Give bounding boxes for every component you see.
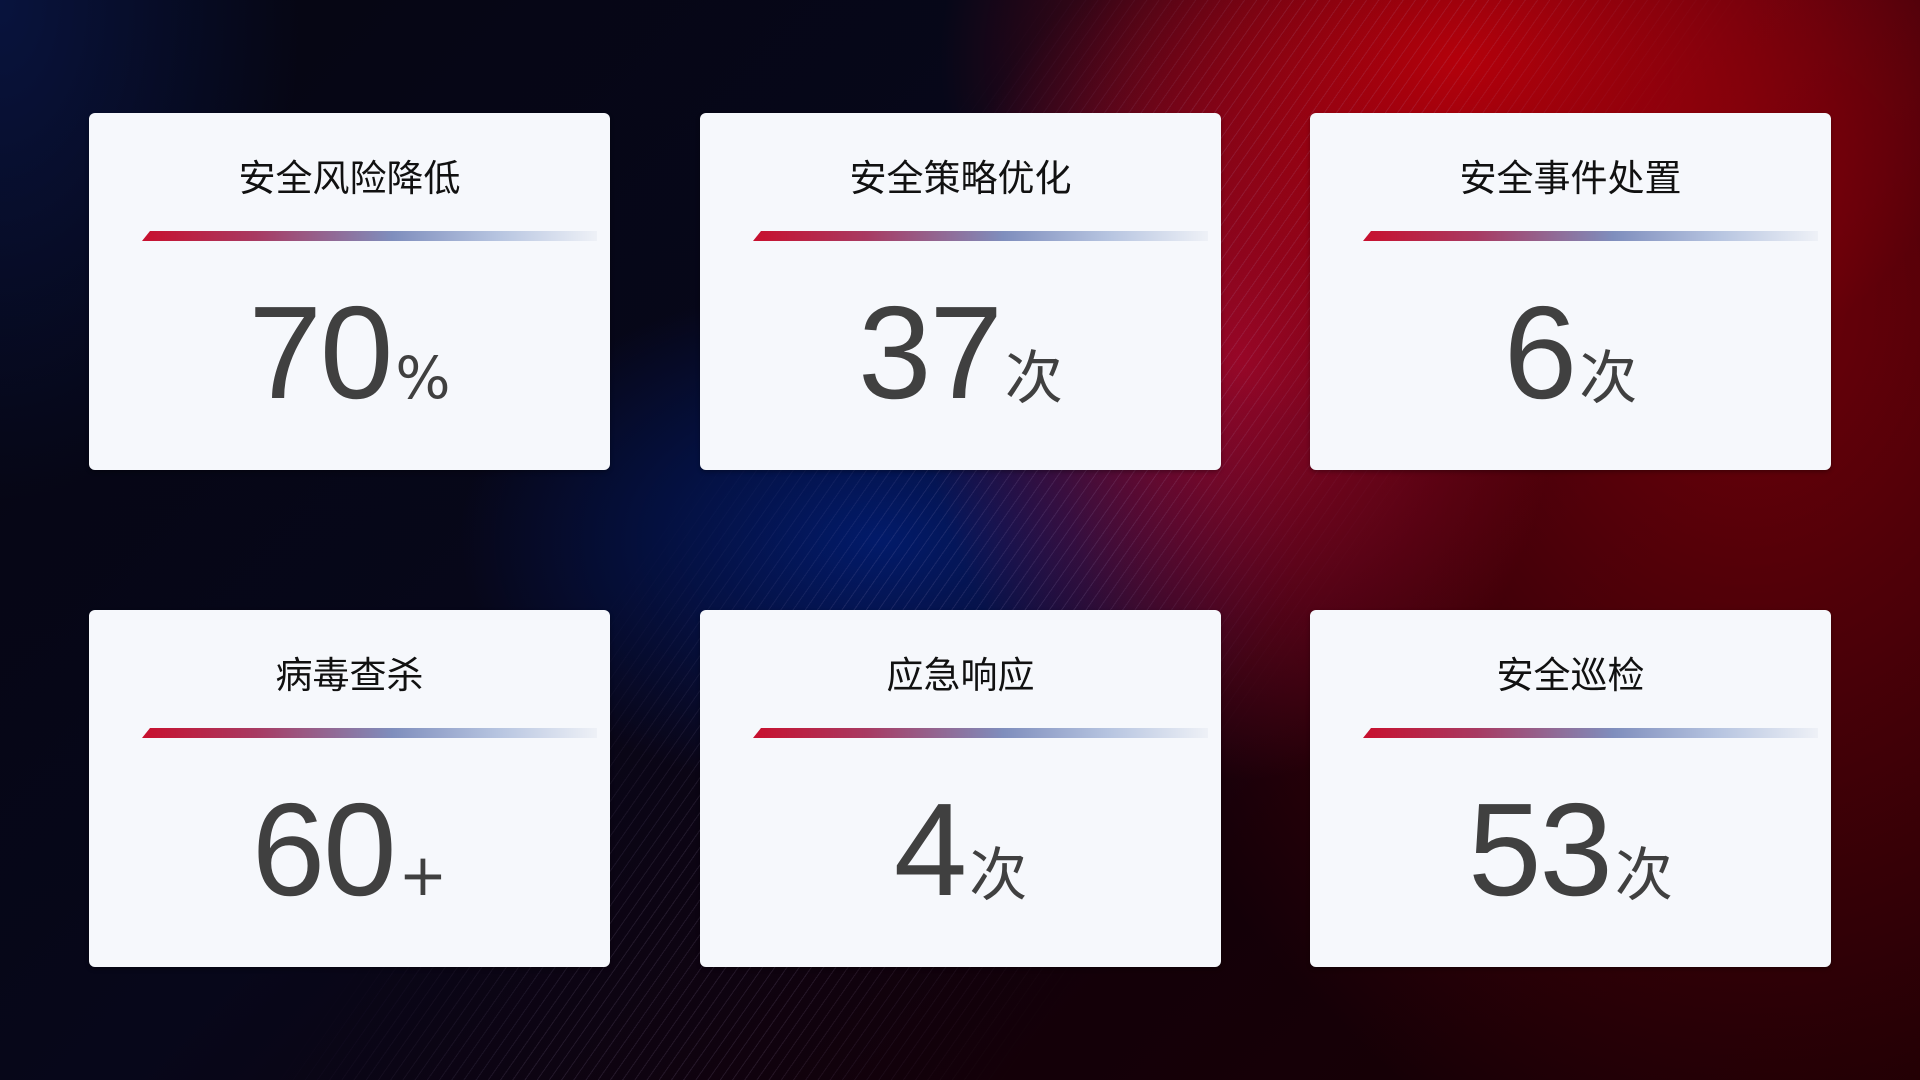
value-number: 53 [1468,776,1613,923]
gradient-divider [1363,728,1818,738]
card-title: 应急响应 [886,654,1035,697]
card-title: 安全风险降低 [238,157,461,200]
card-title: 安全策略优化 [849,157,1072,200]
card-value: 37次 [700,278,1221,428]
value-unit: 次 [1579,344,1638,412]
card-title: 病毒查杀 [275,654,424,697]
gradient-divider [142,728,597,738]
card-value: 4次 [700,775,1221,925]
value-unit: 次 [1004,344,1063,412]
card-value: 70% [89,278,610,428]
stat-card-security-patrol: 安全巡检 53次 [1310,610,1831,967]
gradient-divider [142,231,597,241]
card-title: 安全事件处置 [1459,157,1682,200]
stat-card-virus-removal: 病毒查杀 60+ [89,610,610,967]
card-value: 53次 [1310,775,1831,925]
gradient-divider [753,728,1208,738]
stat-card-policy-optimization: 安全策略优化 37次 [700,113,1221,470]
stat-card-incident-handling: 安全事件处置 6次 [1310,113,1831,470]
card-title: 安全巡检 [1496,654,1645,697]
card-value: 6次 [1310,278,1831,428]
value-number: 6 [1503,279,1577,426]
value-unit: % [395,344,451,412]
stat-card-risk-reduction: 安全风险降低 70% [89,113,610,470]
value-unit: + [398,841,448,909]
value-number: 37 [858,279,1003,426]
gradient-divider [1363,231,1818,241]
value-number: 60 [251,776,397,923]
stat-card-emergency-response: 应急响应 4次 [700,610,1221,967]
value-number: 4 [893,776,967,923]
card-value: 60+ [89,775,610,925]
gradient-divider [753,231,1208,241]
value-unit: 次 [969,841,1028,909]
value-unit: 次 [1614,841,1673,909]
value-number: 70 [248,279,394,426]
